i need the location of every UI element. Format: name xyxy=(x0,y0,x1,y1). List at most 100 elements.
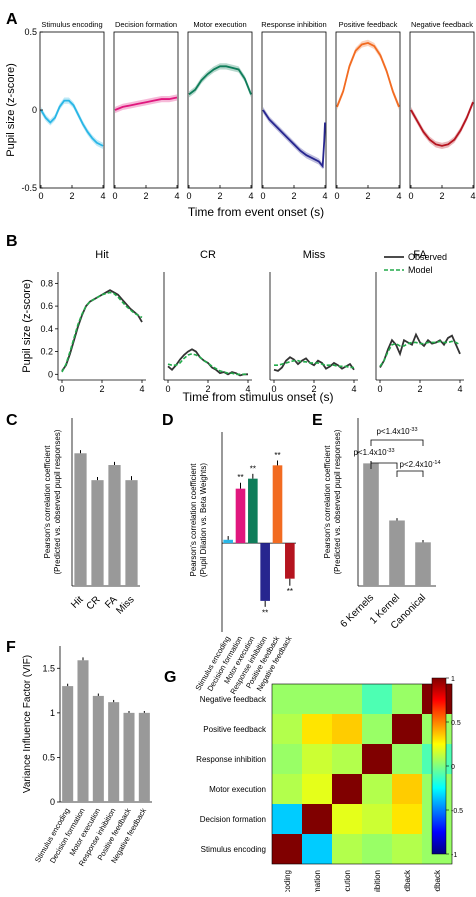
comparison-bracket xyxy=(396,470,424,477)
subplot-title-response-inhibition: Response inhibition xyxy=(261,20,326,29)
x-tick-label: 2 xyxy=(365,191,370,201)
heatmap-frame xyxy=(271,683,453,865)
y-axis-label-line: Pearson's correlation coefficient xyxy=(323,445,332,559)
axes-frame xyxy=(187,31,253,189)
heatmap-cell xyxy=(332,834,362,864)
comparison-label-exponent: -33 xyxy=(410,427,418,433)
heatmap-cell xyxy=(272,804,302,834)
x-tick-label: 4 xyxy=(457,384,462,394)
heatmap-cell xyxy=(272,714,302,744)
y-tick-label: 0.6 xyxy=(40,301,53,311)
comparison-label: p<1.4x10-33 xyxy=(376,427,417,436)
axes-frame xyxy=(409,31,475,189)
x-tick-label: 4 xyxy=(245,384,250,394)
row-label-stimulus-encoding: Stimulus encoding xyxy=(201,845,266,854)
y-axis-label: Pearson's correlation coefficient(Predic… xyxy=(323,429,342,574)
subplot-title-decision-formation: Decision formation xyxy=(115,20,177,29)
heatmap-cell xyxy=(332,714,362,744)
row-label-positive-feedback: Positive feedback xyxy=(203,725,267,734)
y-axis-label: Variance Influence Factor (VIF) xyxy=(22,655,33,793)
error-band-stimulus-encoding xyxy=(41,97,103,149)
x-tick-label: 4 xyxy=(139,384,144,394)
heatmap-cell xyxy=(392,744,422,774)
y-axis-label-line: (Predicted vs. observed pupil responses) xyxy=(53,429,62,574)
row-label-motor-execution: Motor execution xyxy=(209,785,266,794)
bar-positive-feedback xyxy=(272,465,283,544)
panel-letter-b: B xyxy=(6,233,18,250)
bar-response-inhibition xyxy=(260,543,270,601)
panel-letter-a: A xyxy=(6,11,18,28)
x-tick-label: 2 xyxy=(417,384,422,394)
error-band-positive-feedback xyxy=(337,39,399,110)
comparison-label-base: p<2.4x10 xyxy=(399,460,433,469)
x-tick-label: 4 xyxy=(470,191,475,201)
series-line-motor-execution xyxy=(188,65,252,96)
bar-1-kernel xyxy=(389,520,405,586)
x-tick-label: 4 xyxy=(396,191,401,201)
y-tick-label: 1.5 xyxy=(42,663,55,673)
y-axis-label-line: Pupil size (z-score) xyxy=(21,279,33,373)
model-line-cr xyxy=(167,353,248,376)
bar-negative-feedback xyxy=(285,543,295,579)
x-tick-label: 2 xyxy=(99,384,104,394)
y-axis-label-line: (Predicted vs. observed pupil responses) xyxy=(333,429,342,574)
comparison-label: p<2.4x10-14 xyxy=(399,460,440,469)
error-band-decision-formation xyxy=(115,94,177,114)
x-tick-label: 0 xyxy=(38,191,43,201)
colorbar-tick-label: -0.5 xyxy=(451,808,463,815)
x-tick-label-cr: CR xyxy=(85,594,103,612)
heatmap-cell xyxy=(392,774,422,804)
significance-marker: ** xyxy=(262,608,268,617)
bar-motor-execution xyxy=(248,478,258,544)
model-line-miss xyxy=(274,359,354,369)
y-tick-label: 0 xyxy=(50,797,55,807)
subplot-title-motor-execution: Motor execution xyxy=(193,20,246,29)
y-tick-label: 0.4 xyxy=(40,324,53,334)
heatmap-cell xyxy=(362,834,392,864)
y-tick-label: 0 xyxy=(48,369,53,379)
x-tick-label: 2 xyxy=(311,384,316,394)
heatmap-cell xyxy=(302,804,332,834)
comparison-label-exponent: -14 xyxy=(433,460,441,466)
heatmap-cell xyxy=(332,744,362,774)
x-tick-label: 2 xyxy=(205,384,210,394)
heatmap-cell xyxy=(272,774,302,804)
bar-decision-formation xyxy=(77,660,89,802)
y-axis-label: Pupil size (z-score) xyxy=(21,279,33,373)
axes-frame xyxy=(39,31,105,189)
comparison-label-exponent: -33 xyxy=(387,448,395,454)
heatmap-cell xyxy=(332,684,362,714)
heatmap-cell xyxy=(272,684,302,714)
panel-letter-f: F xyxy=(6,639,16,656)
subplot-title-hit: Hit xyxy=(95,249,108,261)
bar-positive-feedback xyxy=(123,712,135,802)
heatmap-cell xyxy=(362,684,392,714)
heatmap-cell xyxy=(332,774,362,804)
x-tick-label: 4 xyxy=(100,191,105,201)
bar-motor-execution xyxy=(92,695,104,802)
heatmap-cell xyxy=(362,774,392,804)
subplot-title-stimulus-encoding: Stimulus encoding xyxy=(41,20,102,29)
x-tick-label: 2 xyxy=(143,191,148,201)
heatmap-cell xyxy=(392,714,422,744)
colorbar-tick-label: 1 xyxy=(451,676,455,683)
x-tick-label: 0 xyxy=(165,384,170,394)
row-label-response-inhibition: Response inhibition xyxy=(196,755,266,764)
model-line-hit xyxy=(61,291,143,373)
subplot-title-cr: CR xyxy=(200,249,216,261)
heatmap-cell xyxy=(392,804,422,834)
series-line-positive-feedback xyxy=(336,41,400,108)
error-band-motor-execution xyxy=(189,63,251,98)
x-tick-label: 0 xyxy=(377,384,382,394)
y-axis-label-line: Pearson's correlation coefficient xyxy=(189,463,198,577)
subplot-title-negative-feedback: Negative feedback xyxy=(411,20,473,29)
x-tick-label: 2 xyxy=(291,191,296,201)
bar-decision-formation xyxy=(235,488,246,544)
series-line-stimulus-encoding xyxy=(40,99,104,147)
x-axis-label: Time from event onset (s) xyxy=(188,205,324,219)
observed-line-cr xyxy=(167,348,248,377)
y-tick-label: 0.5 xyxy=(24,27,37,37)
